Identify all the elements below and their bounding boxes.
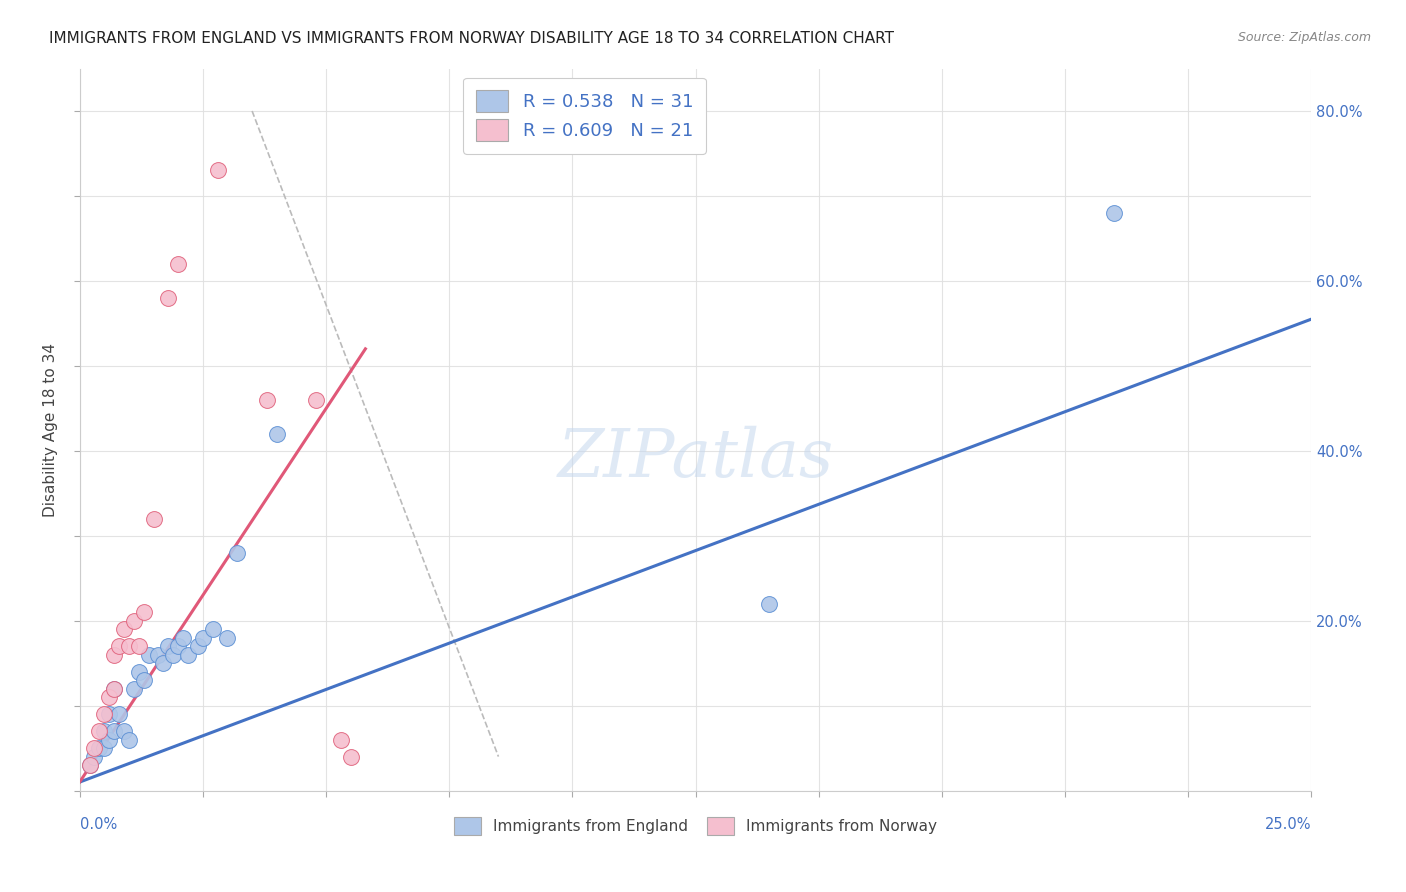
Point bbox=[103, 681, 125, 696]
Point bbox=[89, 741, 111, 756]
Point bbox=[98, 690, 121, 705]
Point bbox=[108, 707, 131, 722]
Text: 25.0%: 25.0% bbox=[1265, 817, 1312, 832]
Point bbox=[142, 512, 165, 526]
Point bbox=[93, 724, 115, 739]
Point bbox=[226, 546, 249, 560]
Point bbox=[138, 648, 160, 662]
Point bbox=[83, 749, 105, 764]
Text: IMMIGRANTS FROM ENGLAND VS IMMIGRANTS FROM NORWAY DISABILITY AGE 18 TO 34 CORREL: IMMIGRANTS FROM ENGLAND VS IMMIGRANTS FR… bbox=[49, 31, 894, 46]
Point bbox=[79, 758, 101, 772]
Point bbox=[172, 631, 194, 645]
Point bbox=[148, 648, 170, 662]
Y-axis label: Disability Age 18 to 34: Disability Age 18 to 34 bbox=[44, 343, 58, 516]
Point bbox=[152, 656, 174, 670]
Point bbox=[128, 665, 150, 679]
Point bbox=[191, 631, 214, 645]
Point bbox=[162, 648, 184, 662]
Point bbox=[112, 724, 135, 739]
Point bbox=[79, 758, 101, 772]
Point bbox=[157, 639, 180, 653]
Point bbox=[217, 631, 239, 645]
Point bbox=[201, 622, 224, 636]
Point bbox=[128, 639, 150, 653]
Point bbox=[758, 597, 780, 611]
Point bbox=[93, 741, 115, 756]
Point bbox=[177, 648, 200, 662]
Point bbox=[103, 648, 125, 662]
Point bbox=[187, 639, 209, 653]
Point bbox=[339, 749, 361, 764]
Legend: Immigrants from England, Immigrants from Norway: Immigrants from England, Immigrants from… bbox=[444, 807, 946, 845]
Point bbox=[98, 732, 121, 747]
Point bbox=[157, 291, 180, 305]
Point bbox=[103, 681, 125, 696]
Point bbox=[118, 732, 141, 747]
Point bbox=[93, 707, 115, 722]
Point bbox=[122, 614, 145, 628]
Point bbox=[132, 673, 155, 687]
Point bbox=[207, 163, 229, 178]
Point bbox=[122, 681, 145, 696]
Point bbox=[118, 639, 141, 653]
Point bbox=[1104, 206, 1126, 220]
Point bbox=[167, 639, 190, 653]
Point bbox=[108, 639, 131, 653]
Point bbox=[112, 622, 135, 636]
Point bbox=[89, 724, 111, 739]
Text: ZIPatlas: ZIPatlas bbox=[557, 425, 834, 491]
Text: Source: ZipAtlas.com: Source: ZipAtlas.com bbox=[1237, 31, 1371, 45]
Point bbox=[305, 392, 328, 407]
Point bbox=[83, 741, 105, 756]
Point bbox=[167, 257, 190, 271]
Point bbox=[329, 732, 352, 747]
Point bbox=[103, 724, 125, 739]
Point bbox=[98, 707, 121, 722]
Point bbox=[132, 605, 155, 619]
Point bbox=[266, 426, 288, 441]
Point bbox=[256, 392, 278, 407]
Text: 0.0%: 0.0% bbox=[80, 817, 117, 832]
